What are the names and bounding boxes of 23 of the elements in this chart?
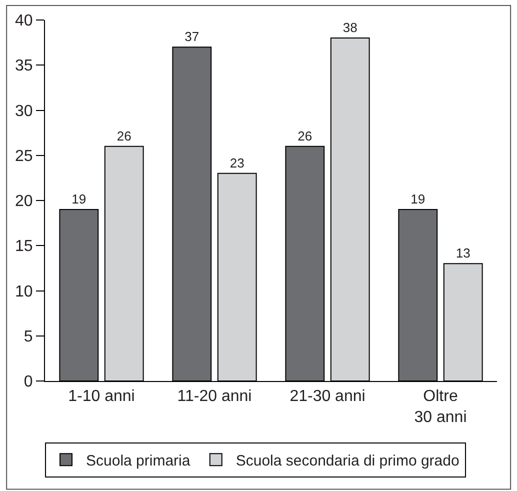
data-label: 38 <box>342 20 358 36</box>
x-tick-label: 11-20 anni <box>177 388 252 406</box>
y-tick-label: 10 <box>15 283 33 300</box>
y-tick-label: 25 <box>15 148 33 165</box>
data-label: 26 <box>298 128 312 144</box>
data-label: 19 <box>72 192 86 207</box>
y-tick-label: 40 <box>15 12 33 30</box>
x-tick-label: 21-30 anni <box>290 388 366 406</box>
y-tick-label: 15 <box>15 238 33 256</box>
data-label: 37 <box>184 29 200 44</box>
data-label: 13 <box>456 246 470 261</box>
x-tick-label: 1-10 anni <box>68 388 135 406</box>
y-tick-label: 30 <box>15 102 33 120</box>
y-tick-label: 0 <box>24 374 33 391</box>
legend-label: Scuola secondaria di primo grado <box>236 452 460 470</box>
legend-label: Scuola primaria <box>86 452 191 470</box>
y-tick-label: 5 <box>24 328 33 346</box>
data-label: 23 <box>230 155 244 170</box>
data-label: 26 <box>116 128 132 144</box>
y-tick-label: 20 <box>15 193 33 210</box>
y-tick-label: 35 <box>15 58 33 75</box>
data-label: 19 <box>410 192 426 207</box>
x-tick-label: Oltre 30 anni <box>414 388 467 426</box>
